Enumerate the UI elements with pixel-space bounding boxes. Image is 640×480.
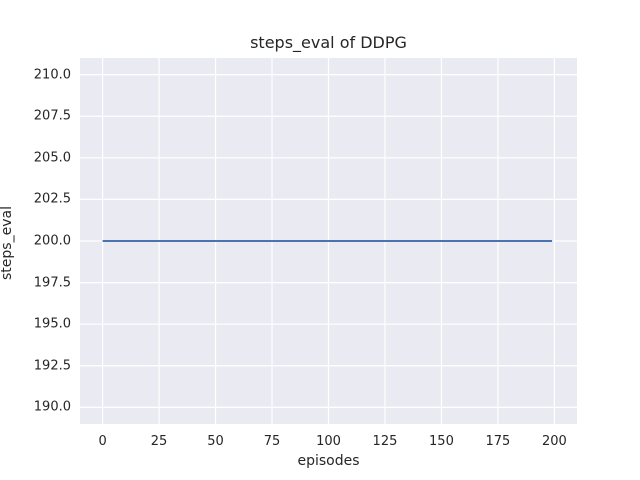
plot-canvas [80, 58, 577, 424]
y-tick-label: 202.5 [33, 191, 71, 207]
y-tick-label: 207.5 [33, 108, 71, 124]
y-tick-label: 190.0 [33, 399, 71, 415]
x-tick-label: 100 [316, 434, 341, 449]
x-tick-label: 50 [207, 434, 224, 449]
chart-title: steps_eval of DDPG [250, 33, 407, 52]
x-tick-label: 75 [263, 434, 281, 449]
y-axis-label: steps_eval [0, 206, 15, 280]
y-tick-label: 192.5 [33, 358, 71, 374]
x-tick-label: 0 [98, 434, 107, 449]
y-tick-label: 200.0 [33, 233, 71, 249]
y-tick-label: 205.0 [33, 150, 71, 166]
y-tick-label: 195.0 [33, 316, 71, 332]
x-tick-label: 200 [541, 434, 567, 449]
x-axis-tick-labels: 0 25 50 75 100 125 150 175 200 [80, 434, 577, 454]
y-tick-label: 197.5 [33, 275, 71, 291]
x-tick-label: 125 [372, 434, 398, 449]
y-axis-tick-labels: 190.0 192.5 195.0 197.5 200.0 202.5 205.0 207.5… [0, 58, 71, 424]
x-tick-label: 175 [485, 434, 511, 449]
x-tick-label: 25 [150, 434, 168, 449]
x-axis-label: episodes [297, 453, 360, 469]
y-tick-label: 210.0 [33, 67, 71, 83]
x-tick-label: 150 [429, 434, 454, 449]
plot-area [80, 58, 577, 424]
